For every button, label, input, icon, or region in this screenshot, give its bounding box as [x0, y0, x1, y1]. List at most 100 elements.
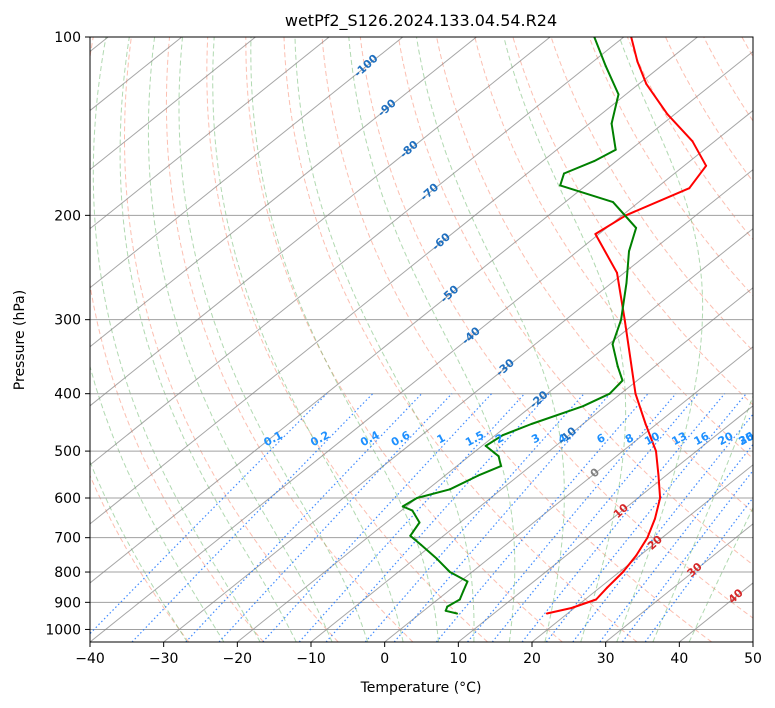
isotherm-line	[90, 37, 625, 466]
moist-adiabat-line	[652, 394, 753, 642]
temperature-point	[635, 554, 638, 557]
dry-adiabat-line	[90, 474, 190, 642]
dry-adiabat-line	[512, 37, 753, 406]
mixing-ratio-line	[262, 393, 493, 642]
temperature-point	[645, 82, 648, 85]
dewpoint-point	[418, 521, 421, 524]
isotherm-line	[90, 37, 551, 407]
moist-adiabat-line	[178, 37, 369, 642]
y-tick-label: 1000	[45, 622, 81, 638]
dewpoint-point	[462, 589, 465, 592]
temperature-point	[606, 586, 609, 589]
dewpoint-point	[449, 488, 451, 491]
dewpoint-point	[411, 509, 414, 512]
mixing-ratio-line	[491, 393, 699, 642]
dewpoint-point	[416, 497, 418, 499]
dewpoint-point	[614, 148, 617, 151]
dewpoint-point	[530, 423, 533, 425]
moist-adiabat-line	[250, 37, 439, 642]
dewpoint-point	[444, 609, 447, 612]
dewpoint-point	[458, 598, 461, 601]
dewpoint-point	[616, 365, 619, 368]
temperature-point	[659, 497, 662, 499]
temperature-point	[688, 187, 691, 190]
chart-title: wetPf2_S126.2024.133.04.54.R24	[285, 11, 557, 31]
temperature-point	[545, 612, 548, 615]
temperature-point	[629, 358, 632, 361]
y-axis-title: Pressure (hPa)	[12, 290, 28, 390]
isobar-grid	[90, 37, 753, 630]
mixing-ratio-line	[467, 393, 677, 642]
y-tick-label: 300	[54, 313, 81, 329]
temperature-point	[644, 423, 647, 425]
sounding-profiles	[401, 37, 708, 615]
isotherm-line	[605, 523, 753, 642]
temperature-point	[636, 60, 639, 63]
temperature-point	[654, 517, 656, 520]
mixing-ratio-line	[545, 393, 747, 642]
x-axis-ticks: −40 −30 −20 −10 0 10 20 30 40 50	[75, 642, 762, 667]
x-tick-label: −10	[296, 651, 326, 667]
dewpoint-point	[620, 318, 623, 321]
dewpoint-point	[563, 172, 565, 175]
isotherm-line	[163, 168, 753, 642]
moist-adiabat-line	[348, 37, 516, 642]
temperature-point	[595, 598, 598, 601]
mixing-ratio-line	[298, 393, 526, 642]
x-tick-label: −40	[75, 651, 105, 667]
dewpoint-point	[559, 184, 562, 187]
mixing-ratio-label: 25	[737, 429, 757, 448]
plot-area: 0.1 0.2 0.4 0.6 1 1.5 2 3 4 6 8 10 13 16 20 253036-100-…	[89, 36, 757, 643]
temperature-point	[622, 571, 624, 573]
temperature-point	[634, 392, 637, 395]
dry-adiabat-line	[90, 37, 264, 642]
dewpoint-point	[420, 543, 423, 546]
dewpoint-point	[610, 122, 613, 125]
y-tick-label: 700	[54, 531, 81, 547]
mixing-ratio-line	[90, 393, 328, 635]
moist-adiabat-line	[147, 37, 333, 642]
x-tick-label: 50	[744, 651, 762, 667]
mixing-ratio-line	[185, 393, 423, 642]
dewpoint-point	[593, 160, 596, 163]
mixing-ratio-label: 13	[670, 429, 690, 448]
dewpoint-point	[617, 93, 620, 96]
mixing-ratio-line	[325, 393, 550, 642]
x-tick-label: −20	[223, 651, 253, 667]
dewpoint-point	[628, 250, 630, 253]
mixing-ratio-lines	[90, 393, 753, 642]
isotherm-line	[90, 37, 404, 289]
dewpoint-point	[497, 455, 500, 458]
x-tick-label: 40	[670, 651, 688, 667]
mixing-ratio-label: 30	[737, 429, 757, 448]
temperature-point	[616, 271, 618, 274]
y-tick-label: 600	[54, 491, 81, 507]
dewpoint-point	[621, 379, 624, 382]
isotherm-line	[90, 37, 256, 171]
dewpoint-point	[608, 392, 611, 395]
temperature-point	[594, 233, 597, 235]
dewpoint-point	[448, 571, 451, 573]
isotherm-line	[90, 37, 698, 525]
moist-adiabat-line	[90, 364, 225, 642]
mixing-ratio-line	[131, 393, 374, 642]
dewpoint-point	[604, 65, 607, 68]
isotherm-line	[458, 405, 753, 642]
isotherm-line	[531, 464, 753, 642]
temperature-point	[666, 113, 669, 116]
mixing-ratio-line	[599, 443, 753, 642]
dewpoint-point	[635, 226, 638, 229]
moist-adiabat-line	[416, 37, 565, 642]
temperature-point	[655, 450, 657, 453]
temperature-point	[657, 474, 660, 477]
dewpoint-point	[582, 405, 584, 408]
moist-adiabats	[90, 37, 753, 642]
dry-adiabat-line	[397, 37, 753, 566]
dewpoint-point	[409, 534, 412, 537]
dewpoint-point	[477, 474, 480, 477]
moist-adiabat-line	[294, 37, 475, 642]
dewpoint-point	[435, 557, 438, 560]
y-axis-ticks: 100 200 300 400 500 600 700 800 900 1000	[45, 30, 90, 638]
x-tick-label: 10	[449, 651, 467, 667]
